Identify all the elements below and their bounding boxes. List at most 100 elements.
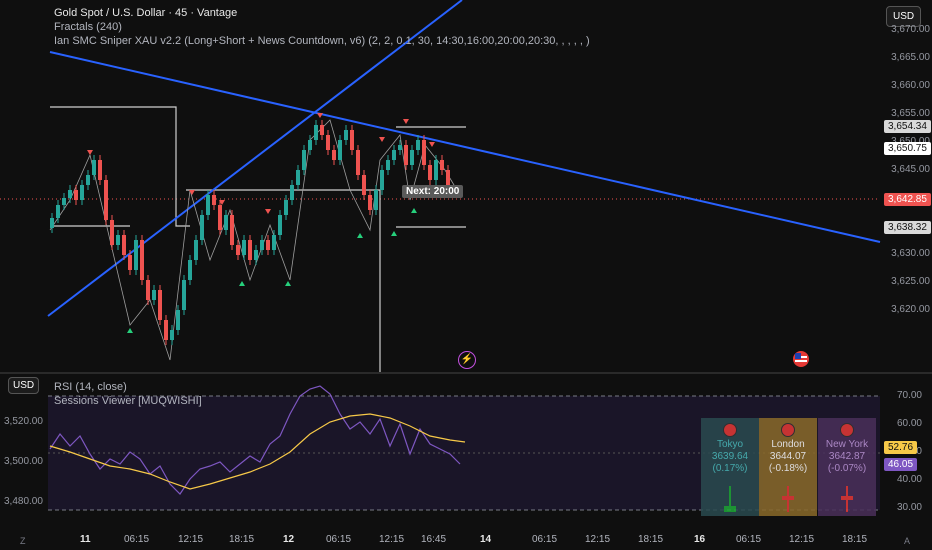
price-tag-lower: 3,638.32	[884, 221, 931, 234]
trendline-up[interactable]	[47, 0, 463, 317]
candle-body	[398, 145, 402, 150]
candle-body	[74, 190, 78, 200]
candle-body	[236, 245, 240, 255]
price-tag-mid: 3,650.75	[884, 142, 931, 155]
time-axis-label: 12:15	[585, 534, 611, 545]
time-axis-label: 12	[283, 534, 295, 545]
candle-body	[242, 240, 246, 255]
level-line-a	[50, 106, 190, 227]
time-axis-label: 18:15	[229, 534, 255, 545]
session-change: (0.17%)	[712, 463, 748, 474]
candle-body	[122, 235, 126, 255]
auto-scale-button[interactable]: A	[904, 536, 911, 546]
session-candle-marker	[841, 486, 853, 512]
candle-body	[410, 150, 414, 165]
price-axis-label: 3,660.00	[891, 80, 930, 91]
candle-body	[176, 310, 180, 330]
candle-body	[302, 150, 306, 170]
candle-body	[110, 220, 114, 245]
fractal-up-marker	[391, 231, 397, 236]
current-price-tag: 3,642.85	[884, 193, 931, 206]
candle-body	[230, 215, 234, 245]
fractal-down-marker	[429, 142, 435, 147]
trendline-down[interactable]	[49, 51, 881, 243]
rsi-ma-line	[49, 413, 466, 490]
time-axis-label: 18:15	[638, 534, 664, 545]
currency-button[interactable]: USD	[886, 6, 922, 27]
level-lines	[50, 106, 466, 372]
session-column: Tokyo 3639.64 (0.17%)	[701, 418, 759, 516]
symbol-title[interactable]: Gold Spot / U.S. Dollar · 45 · Vantage	[54, 7, 238, 19]
candle-body	[284, 200, 288, 215]
fractals-legend[interactable]: Fractals (240)	[54, 21, 122, 33]
candle-body	[308, 140, 312, 150]
session-name: Tokyo	[716, 439, 744, 450]
fractal-up-marker	[285, 281, 291, 286]
candle-body	[272, 235, 276, 250]
price-axis-label: 3,650.00	[891, 136, 930, 147]
left-axis-label: 3,500.00	[4, 456, 43, 467]
price-chart[interactable]	[0, 0, 932, 372]
time-axis-label: 11	[80, 534, 91, 545]
candle-body	[140, 240, 144, 280]
session-change: (-0.07%)	[827, 463, 867, 474]
time-axis-label: 14	[480, 534, 492, 545]
session-candle-body	[841, 496, 853, 500]
candle-body	[422, 140, 426, 165]
rsi-currency-button[interactable]: USD	[8, 377, 40, 394]
session-candle-marker	[724, 486, 736, 512]
countdown-label: Next: 20:00	[402, 185, 464, 198]
candle-body	[98, 160, 102, 180]
session-change: (-0.18%)	[768, 463, 808, 474]
session-candle-body	[782, 496, 794, 500]
fractal-markers	[87, 113, 435, 333]
candle-body	[344, 130, 348, 140]
candle-body	[296, 170, 300, 185]
price-axis[interactable]: 3,670.00 3,665.00 3,660.00 3,655.00 3,650.00…	[880, 0, 932, 372]
fractal-down-marker	[219, 200, 225, 205]
candle-body	[314, 125, 318, 140]
sessions-legend-label[interactable]: Sessions Viewer [MUQWISHI]	[54, 395, 202, 407]
candle-body	[80, 185, 84, 200]
us-flag-icon[interactable]	[793, 351, 809, 367]
candle-body	[182, 280, 186, 310]
candle-body	[254, 250, 258, 260]
candle-body	[368, 195, 372, 210]
candle-body	[362, 175, 366, 195]
left-price-axis[interactable]: 3,520.00 3,500.00 3,480.00	[0, 374, 48, 530]
session-column: London 3644.07 (-0.18%)	[759, 418, 817, 516]
fractal-down-marker	[189, 190, 195, 195]
candle-body	[158, 290, 162, 320]
candle-body	[134, 240, 138, 270]
rsi-legend-label[interactable]: RSI (14, close)	[54, 381, 127, 393]
candle-body	[266, 240, 270, 250]
pane-divider[interactable]	[0, 372, 932, 374]
candle-body	[428, 165, 432, 180]
price-tag-upper: 3,654.34	[884, 120, 931, 133]
time-axis-label: 06:15	[736, 534, 762, 545]
candle-body	[62, 198, 66, 205]
time-axis-label: 06:15	[124, 534, 150, 545]
timezone-icon[interactable]: Z	[20, 536, 26, 546]
candle-body	[440, 160, 444, 170]
candle-body	[206, 195, 210, 215]
indicator-legend[interactable]: Ian SMC Sniper XAU v2.2 (Long+Short + Ne…	[54, 35, 590, 47]
main-chart-pane[interactable]: Gold Spot / U.S. Dollar · 45 · Vantage F…	[0, 0, 932, 372]
price-axis-label: 3,625.00	[891, 276, 930, 287]
session-candle-marker	[782, 486, 794, 512]
candle-body	[188, 260, 192, 280]
left-axis-label: 3,520.00	[4, 416, 43, 427]
lightning-icon[interactable]: ⚡	[458, 351, 476, 369]
time-axis-label: 06:15	[532, 534, 558, 545]
candle-body	[164, 320, 168, 340]
rsi-axis-label: 40.00	[896, 474, 922, 485]
rsi-axis-label: 30.00	[896, 502, 922, 513]
fractal-up-marker	[127, 328, 133, 333]
candles	[50, 120, 450, 345]
fractal-up-marker	[411, 208, 417, 213]
candle-body	[386, 160, 390, 170]
candle-body	[350, 130, 354, 150]
candle-body	[56, 205, 60, 218]
candle-body	[116, 235, 120, 245]
candle-body	[194, 240, 198, 260]
